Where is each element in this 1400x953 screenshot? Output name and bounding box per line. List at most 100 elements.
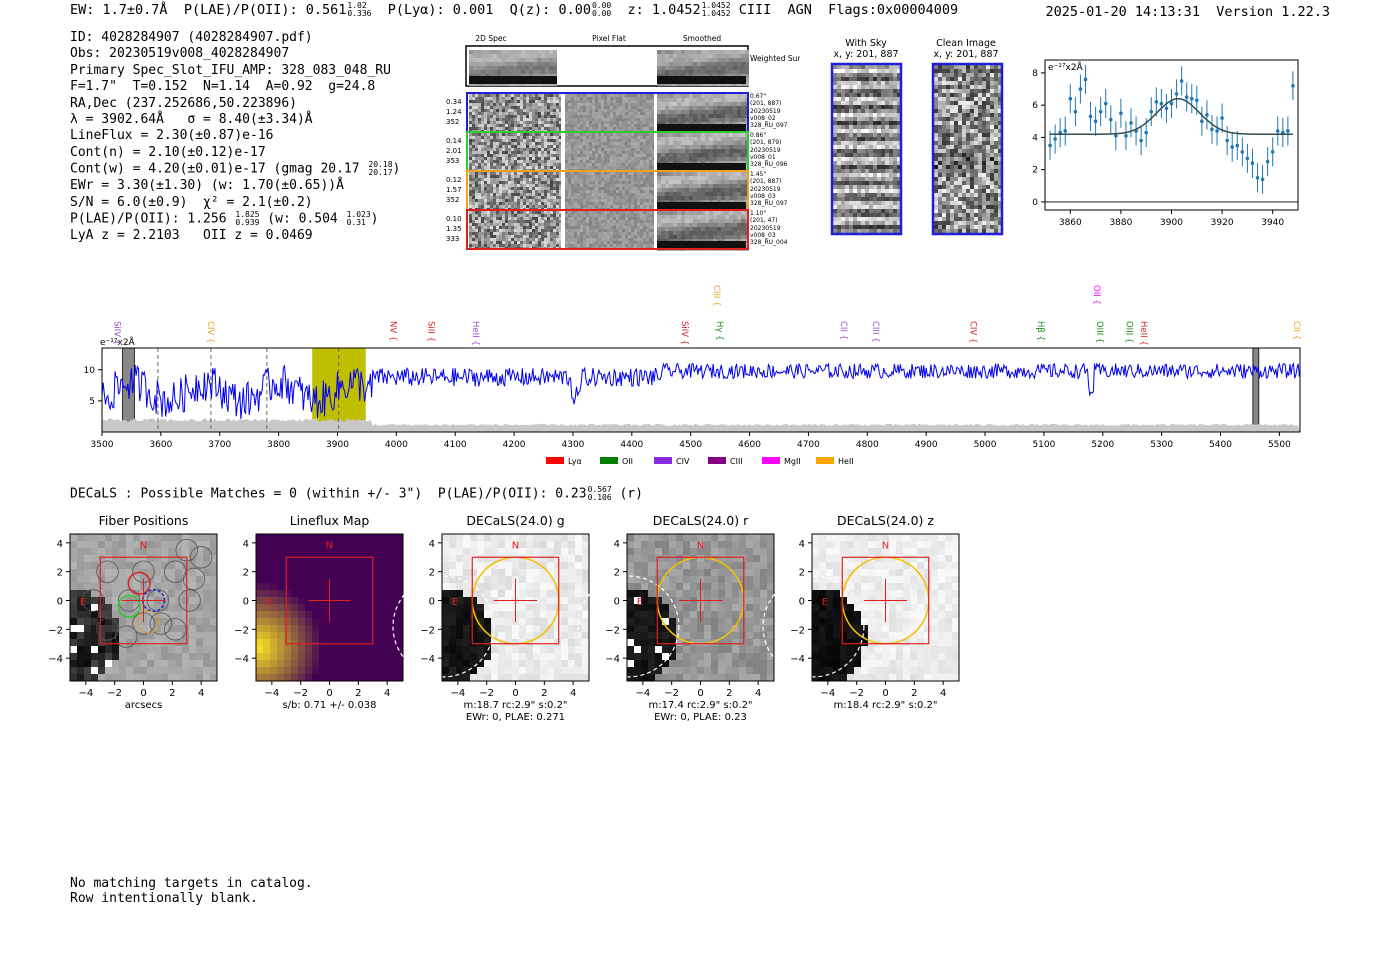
cutout-pixel xyxy=(568,145,571,148)
cutout-pixel xyxy=(487,193,490,196)
cutout-pixel xyxy=(544,94,547,97)
cutout-pixel xyxy=(526,244,529,247)
cutout-pixel xyxy=(485,66,489,70)
row-sigma: 1.24 xyxy=(446,108,462,116)
sky-pixel xyxy=(893,125,897,129)
cutout-pixel xyxy=(604,193,607,196)
cutout-pixel xyxy=(484,118,487,121)
cutout-pixel xyxy=(604,244,607,247)
cutout-pixel xyxy=(729,133,733,137)
cutout-pixel xyxy=(544,226,547,229)
cutout-pixel xyxy=(481,199,484,202)
sky-pixel xyxy=(873,137,877,141)
cutout-pixel xyxy=(685,118,689,122)
cutout-pixel xyxy=(577,121,580,124)
cutout-pixel xyxy=(607,94,610,97)
cutout-pixel xyxy=(689,211,693,215)
cutout-pixel xyxy=(737,106,741,110)
cutout-pixel xyxy=(713,110,717,114)
cutout-pixel xyxy=(511,133,514,136)
cutout-pixel xyxy=(559,124,562,127)
cutout-pixel xyxy=(508,115,511,118)
cutout-pixel xyxy=(505,217,508,220)
cutout-pixel xyxy=(646,172,649,175)
cutout-pixel xyxy=(544,160,547,163)
cutout-pixel xyxy=(595,106,598,109)
cutout-pixel xyxy=(484,238,487,241)
cutout-pixel xyxy=(689,114,693,118)
cutout-pixel xyxy=(634,109,637,112)
z-value: z: 1.0452 xyxy=(627,2,701,18)
cutout-pixel xyxy=(541,115,544,118)
cutout-pixel xyxy=(490,166,493,169)
cutout-pixel xyxy=(685,102,689,106)
cutout-pixel xyxy=(475,214,478,217)
cutout-pixel xyxy=(721,188,725,192)
cutout-pixel xyxy=(619,94,622,97)
sky-pixel xyxy=(841,101,845,105)
cutout-pixel xyxy=(580,148,583,151)
cutout-pixel xyxy=(544,193,547,196)
cutout-pixel xyxy=(721,70,725,74)
cutout-pixel xyxy=(487,205,490,208)
cutout-pixel xyxy=(689,133,693,137)
cutout-pixel xyxy=(502,235,505,238)
cutout-pixel xyxy=(709,102,713,106)
cutout-pixel xyxy=(589,94,592,97)
cutout-pixel xyxy=(550,220,553,223)
cutout-pixel xyxy=(571,106,574,109)
cutout-pixel xyxy=(547,214,550,217)
sky-pixel xyxy=(865,65,869,69)
cutout-pixel xyxy=(544,154,547,157)
cutout-pixel xyxy=(616,136,619,139)
cutout-pixel xyxy=(544,166,547,169)
cutout-pixel xyxy=(499,181,502,184)
sky-pixel xyxy=(893,101,897,105)
cutout-pixel xyxy=(553,139,556,142)
cutout-pixel xyxy=(520,196,523,199)
cutout-pixel xyxy=(541,142,544,145)
sky-pixel xyxy=(897,149,901,153)
weighted-sum-label: Weighted Sum xyxy=(750,54,800,63)
cutout-pixel xyxy=(499,127,502,130)
cutout-pixel xyxy=(541,50,545,54)
cutout-pixel xyxy=(610,142,613,145)
cutout-pixel xyxy=(535,175,538,178)
cutout-pixel xyxy=(598,154,601,157)
cutout-pixel xyxy=(484,223,487,226)
cutout-pixel xyxy=(556,94,559,97)
cutout-pixel xyxy=(490,100,493,103)
cutout-pixel xyxy=(508,118,511,121)
cutout-pixel xyxy=(693,153,697,157)
sky-pixel xyxy=(885,153,889,157)
cutout-pixel xyxy=(523,157,526,160)
cutout-pixel xyxy=(685,153,689,157)
sky-pixel xyxy=(853,93,857,97)
cutout-pixel xyxy=(514,157,517,160)
cutout-pixel xyxy=(649,193,652,196)
cutout-pixel xyxy=(705,227,709,231)
cutout-pixel xyxy=(481,214,484,217)
cutout-pixel xyxy=(556,238,559,241)
cutout-pixel xyxy=(538,103,541,106)
cutout-pixel xyxy=(571,223,574,226)
cutout-pixel xyxy=(501,50,505,54)
cutout-pixel xyxy=(622,190,625,193)
cutout-pixel xyxy=(499,238,502,241)
cutout-pixel xyxy=(729,110,733,114)
cutout-pixel xyxy=(502,226,505,229)
cutout-pixel xyxy=(729,235,733,239)
cutout-pixel xyxy=(592,202,595,205)
cutout-pixel xyxy=(545,62,549,66)
cutout-pixel xyxy=(505,151,508,154)
cutout-pixel xyxy=(669,176,673,180)
cutout-pixel xyxy=(625,124,628,127)
cutout-pixel xyxy=(541,136,544,139)
cutout-pixel xyxy=(592,121,595,124)
cutout-pixel xyxy=(496,196,499,199)
z-lo: 1.0452 xyxy=(701,9,731,18)
cutout-pixel xyxy=(487,163,490,166)
cutout-pixel xyxy=(511,238,514,241)
cutout-pixel xyxy=(595,154,598,157)
cutout-pixel xyxy=(592,94,595,97)
